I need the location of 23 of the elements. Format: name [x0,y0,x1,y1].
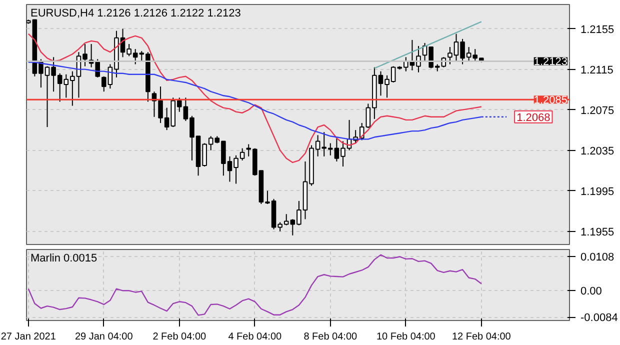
x-tick-label: 2 Feb 04:00 [152,332,207,342]
x-tick-label: 12 Feb 04:00 [452,332,512,342]
text: 1.2068 [516,112,550,124]
candlestick [240,148,245,161]
x-tick-label: 8 Feb 04:00 [304,332,358,342]
y-tick-label: 1.2075 [580,104,614,117]
y-tick-label: 0.00 [580,286,602,298]
y-tick-label: 1.2115 [580,64,614,76]
y-tick-label: -0.0084 [580,312,618,324]
chart-title: EURUSD,H4 1.2126 1.2126 1.2122 1.2123 [30,8,241,20]
x-tick-label: 4 Feb 04:00 [228,332,282,342]
x-tick-label: 29 Jan 04:00 [74,332,134,342]
line-series [28,254,482,316]
y-tick-label: 1.2035 [580,145,614,158]
line-series [28,33,482,164]
ref-line-label: 1.2123 [534,56,568,68]
y-tick-label: 1.2155 [580,24,614,36]
y-tick-label: 1.1995 [580,186,614,198]
y-tick-label: 0.0108 [580,252,614,264]
x-tick-label: 27 Jan 2021 [0,332,56,342]
chart-title: Marlin 0.0015 [30,252,98,264]
y-tick-label: 1.1955 [580,226,614,238]
x-tick-label: 10 Feb 04:00 [376,332,436,342]
